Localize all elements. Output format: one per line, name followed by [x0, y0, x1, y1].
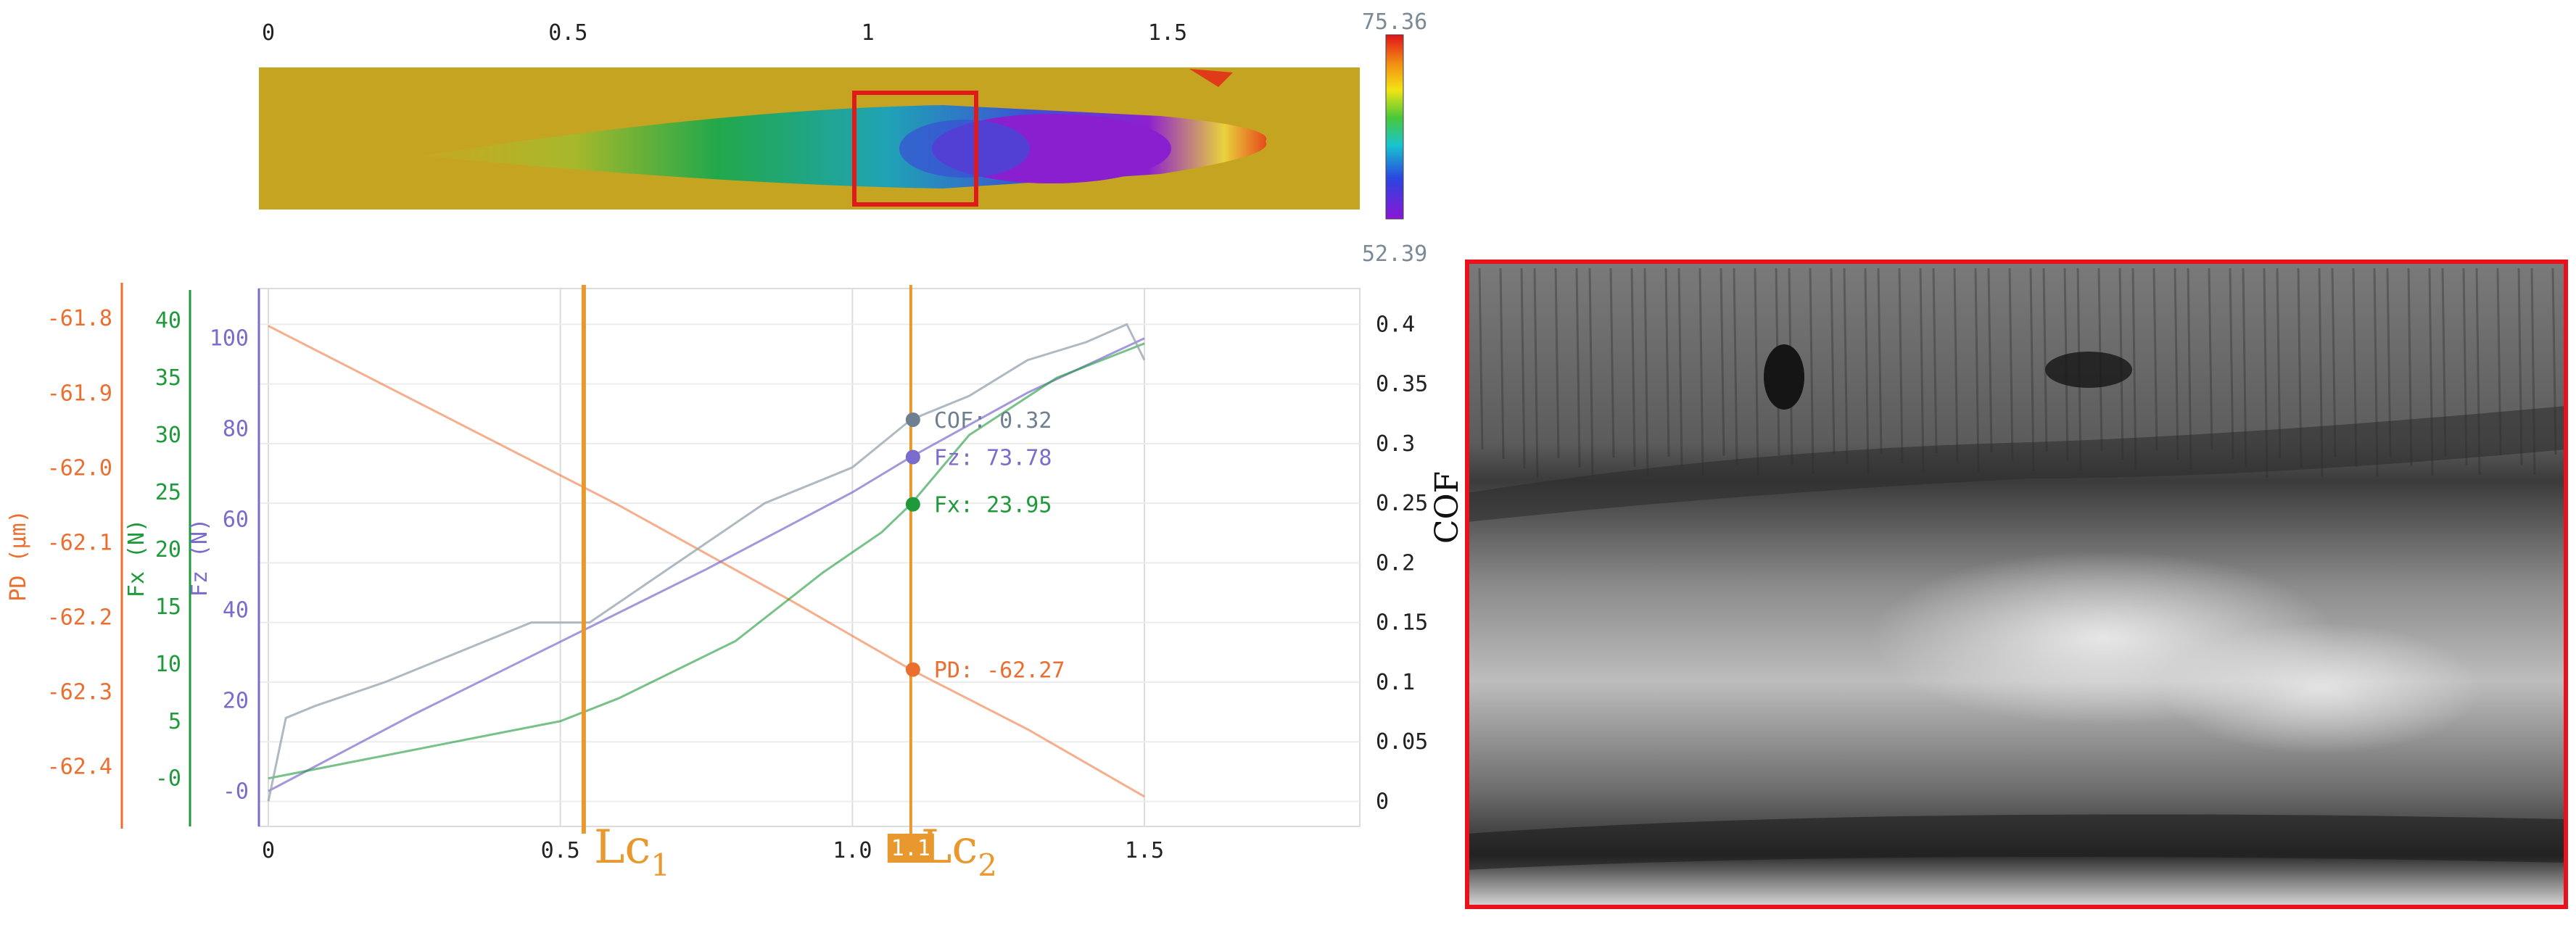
- fx-tick-label: 20: [155, 537, 181, 563]
- fz-tick-label: -0: [223, 779, 249, 804]
- pd-tick-label: -61.9: [47, 381, 112, 406]
- fx-tick-label: 5: [168, 709, 181, 734]
- readout-label-cof: COF: 0.32: [934, 408, 1052, 434]
- series-line-pd: [268, 325, 1145, 798]
- colorbar-min-label: 52.39: [1362, 241, 1427, 267]
- cof-tick-label: 0: [1376, 789, 1389, 814]
- cof-tick-label: 0.3: [1376, 431, 1415, 457]
- scratch-colormap-image: [259, 67, 1360, 210]
- fz-axis-title: Fz (N): [187, 518, 212, 597]
- cof-tick-label: 0.2: [1376, 550, 1415, 576]
- x-tick-label: 0: [262, 838, 275, 863]
- fz-tick-label: 100: [210, 326, 249, 352]
- fx-tick-label: -0: [155, 766, 181, 792]
- cursor-x-box: [887, 834, 934, 863]
- pd-axis-title: PD (μm): [6, 510, 31, 601]
- fx-tick-label: 15: [155, 594, 181, 620]
- fx-tick-label: 10: [155, 652, 181, 677]
- fz-tick-label: 80: [223, 417, 249, 442]
- fx-tick-label: 30: [155, 423, 181, 448]
- colorbar-max-label: 75.36: [1362, 9, 1427, 35]
- optical-micrograph: [1465, 260, 2568, 909]
- cof-tick-label: 0.05: [1376, 729, 1428, 755]
- series-line-fz: [268, 337, 1145, 792]
- top-axis-tick: 0: [262, 20, 275, 46]
- readout-point-fx: [905, 497, 920, 512]
- pd-tick-label: -62.2: [47, 605, 112, 630]
- series-line-fx: [268, 342, 1145, 780]
- cof-tick-label: 0.25: [1376, 491, 1428, 516]
- cof-tick-label: 0.4: [1376, 312, 1415, 337]
- fz-tick-label: 60: [223, 507, 249, 533]
- plot-frame: [258, 288, 1361, 827]
- pd-tick-label: -62.1: [47, 530, 112, 555]
- x-tick-label: 0.5: [541, 838, 580, 863]
- fz-tick-label: 20: [223, 688, 249, 713]
- fx-tick-label: 25: [155, 480, 181, 505]
- top-axis: 0 0.5 1 1.5: [262, 20, 1187, 46]
- readout-point-pd: [905, 662, 920, 677]
- top-axis-tick: 0.5: [548, 20, 587, 46]
- pd-tick-label: -62.4: [47, 755, 112, 780]
- fx-axis-title: Fx (N): [124, 519, 149, 597]
- x-tick-label: 1.0: [833, 838, 872, 863]
- cof-tick-label: 0.35: [1376, 372, 1428, 397]
- colorbar: 75.36 52.39: [1362, 9, 1427, 267]
- pd-tick-label: -62.3: [47, 680, 112, 705]
- critical-load-label: Lc1: [594, 821, 670, 883]
- cof-tick-label: 0.1: [1376, 670, 1415, 695]
- top-axis-tick: 1.5: [1148, 20, 1187, 46]
- fz-tick-label: 40: [223, 597, 249, 623]
- pd-tick-label: -61.8: [47, 306, 112, 331]
- cof-tick-label: 0.15: [1376, 610, 1428, 636]
- series-line-cof: [267, 323, 1146, 802]
- chart-area: 0 0.5 1.0 1.5 -61.8 -61.9 -62.0 -62.1 -62.2 -62.3…: [6, 283, 1466, 883]
- fx-tick-label: 40: [155, 308, 181, 333]
- readout-label-fz: Fz: 73.78: [934, 445, 1052, 470]
- readout-point-fz: [905, 449, 920, 465]
- x-tick-label: 1.5: [1125, 838, 1164, 863]
- fx-tick-label: 35: [155, 365, 181, 391]
- pd-tick-label: -62.0: [47, 455, 112, 481]
- readout-label-pd: PD: -62.27: [934, 658, 1065, 684]
- readout-label-fx: Fx: 23.95: [934, 493, 1052, 518]
- top-axis-tick: 1: [862, 20, 875, 46]
- cursor-x-label: 1.1: [891, 836, 930, 861]
- readout-point-cof: [905, 412, 920, 427]
- cof-axis-title: COF: [1429, 471, 1466, 544]
